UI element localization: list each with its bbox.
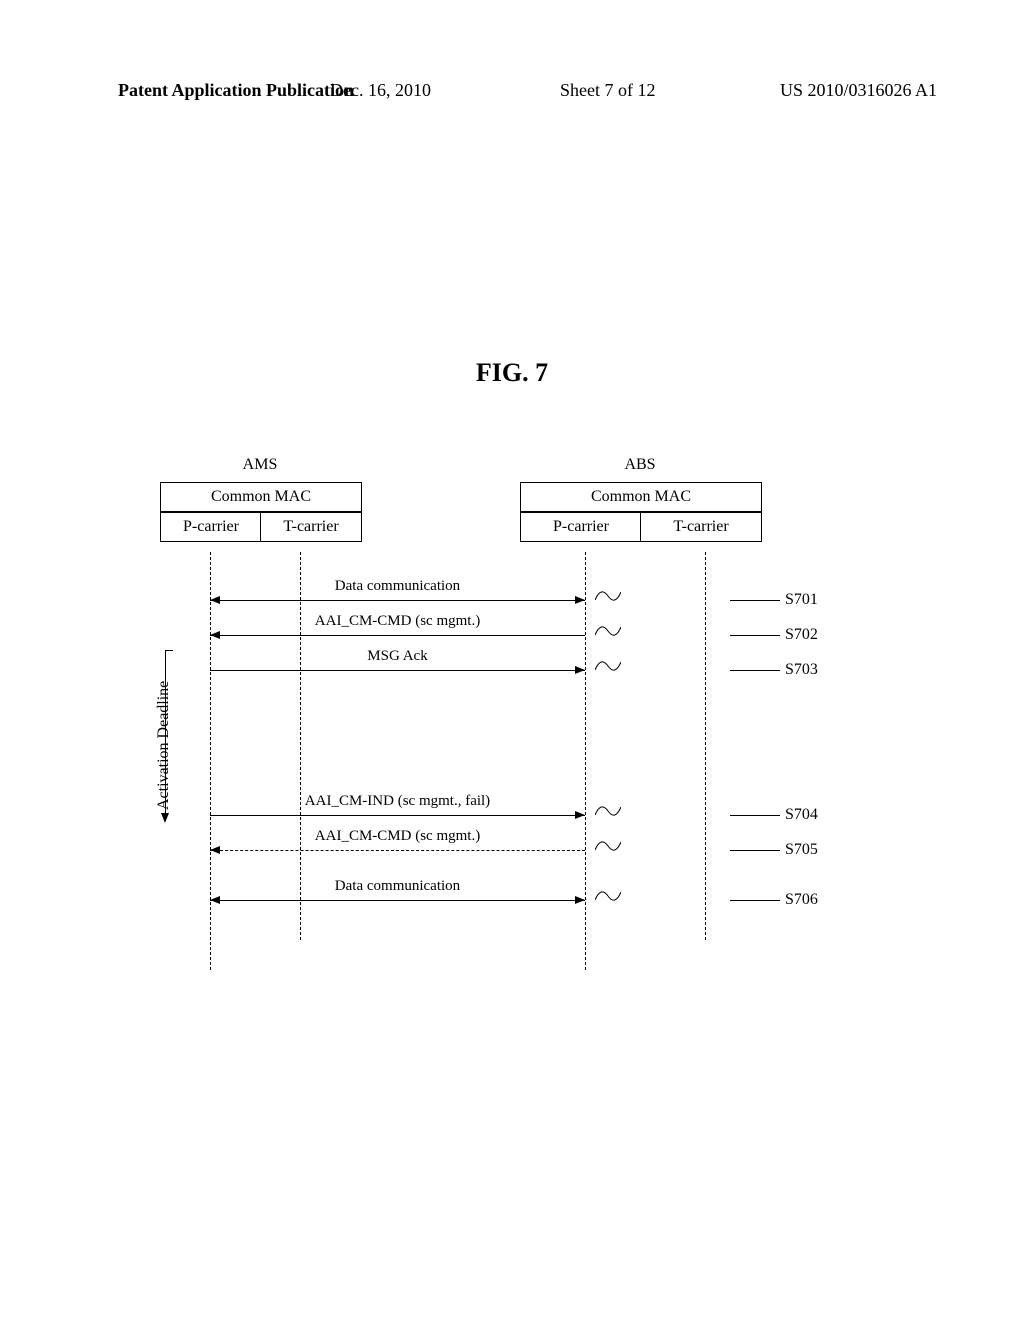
header-sheet: Sheet 7 of 12 bbox=[560, 80, 655, 101]
lifeline-ams-p bbox=[210, 552, 211, 970]
arrowhead-right-icon bbox=[575, 666, 585, 674]
message-label: AAI_CM-IND (sc mgmt., fail) bbox=[228, 793, 568, 810]
step-label: S701 bbox=[785, 591, 818, 609]
wavy-connector-icon bbox=[595, 588, 615, 602]
step-label: S703 bbox=[785, 661, 818, 679]
step-leader-line bbox=[730, 815, 780, 816]
lifeline-abs-p bbox=[585, 552, 586, 970]
activation-deadline-label: Activation Deadline bbox=[155, 681, 173, 810]
message-label: Data communication bbox=[228, 878, 568, 895]
message-label: AAI_CM-CMD (sc mgmt.) bbox=[228, 828, 568, 845]
message-line bbox=[210, 850, 585, 851]
step-label: S706 bbox=[785, 891, 818, 909]
activation-arrow-down-icon bbox=[161, 813, 169, 823]
ams-p-carrier: P-carrier bbox=[160, 512, 262, 542]
ams-common-mac: Common MAC bbox=[160, 482, 362, 512]
abs-title: ABS bbox=[520, 450, 760, 480]
message-line bbox=[210, 815, 585, 816]
arrowhead-left-icon bbox=[210, 596, 220, 604]
message-label: Data communication bbox=[228, 578, 568, 595]
message-label: AAI_CM-CMD (sc mgmt.) bbox=[228, 613, 568, 630]
step-leader-line bbox=[730, 670, 780, 671]
header-publication: Patent Application Publication bbox=[118, 80, 354, 101]
step-leader-line bbox=[730, 600, 780, 601]
wavy-connector-icon bbox=[595, 803, 615, 817]
step-leader-line bbox=[730, 850, 780, 851]
activation-top-tick bbox=[165, 650, 173, 651]
sequence-diagram: AMSCommon MACP-carrierT-carrierABSCommon… bbox=[140, 440, 900, 940]
ams-t-carrier: T-carrier bbox=[260, 512, 362, 542]
wavy-connector-icon bbox=[595, 888, 615, 902]
arrowhead-left-icon bbox=[210, 631, 220, 639]
step-label: S702 bbox=[785, 626, 818, 644]
arrowhead-left-icon bbox=[210, 896, 220, 904]
message-label: MSG Ack bbox=[228, 648, 568, 665]
abs-common-mac: Common MAC bbox=[520, 482, 762, 512]
wavy-connector-icon bbox=[595, 658, 615, 672]
message-line bbox=[210, 670, 585, 671]
arrowhead-right-icon bbox=[575, 811, 585, 819]
abs-t-carrier: T-carrier bbox=[640, 512, 762, 542]
header-date: Dec. 16, 2010 bbox=[330, 80, 431, 101]
message-line bbox=[210, 900, 585, 901]
message-line bbox=[210, 635, 585, 636]
lifeline-abs-t bbox=[705, 552, 706, 940]
message-line bbox=[210, 600, 585, 601]
arrowhead-right-icon bbox=[575, 596, 585, 604]
arrowhead-right-icon bbox=[575, 896, 585, 904]
figure-title: FIG. 7 bbox=[0, 358, 1024, 388]
arrowhead-left-icon bbox=[210, 846, 220, 854]
step-leader-line bbox=[730, 635, 780, 636]
wavy-connector-icon bbox=[595, 838, 615, 852]
ams-title: AMS bbox=[160, 450, 360, 480]
wavy-connector-icon bbox=[595, 623, 615, 637]
step-label: S705 bbox=[785, 841, 818, 859]
abs-p-carrier: P-carrier bbox=[520, 512, 642, 542]
header-number: US 2010/0316026 A1 bbox=[780, 80, 937, 101]
step-leader-line bbox=[730, 900, 780, 901]
step-label: S704 bbox=[785, 806, 818, 824]
